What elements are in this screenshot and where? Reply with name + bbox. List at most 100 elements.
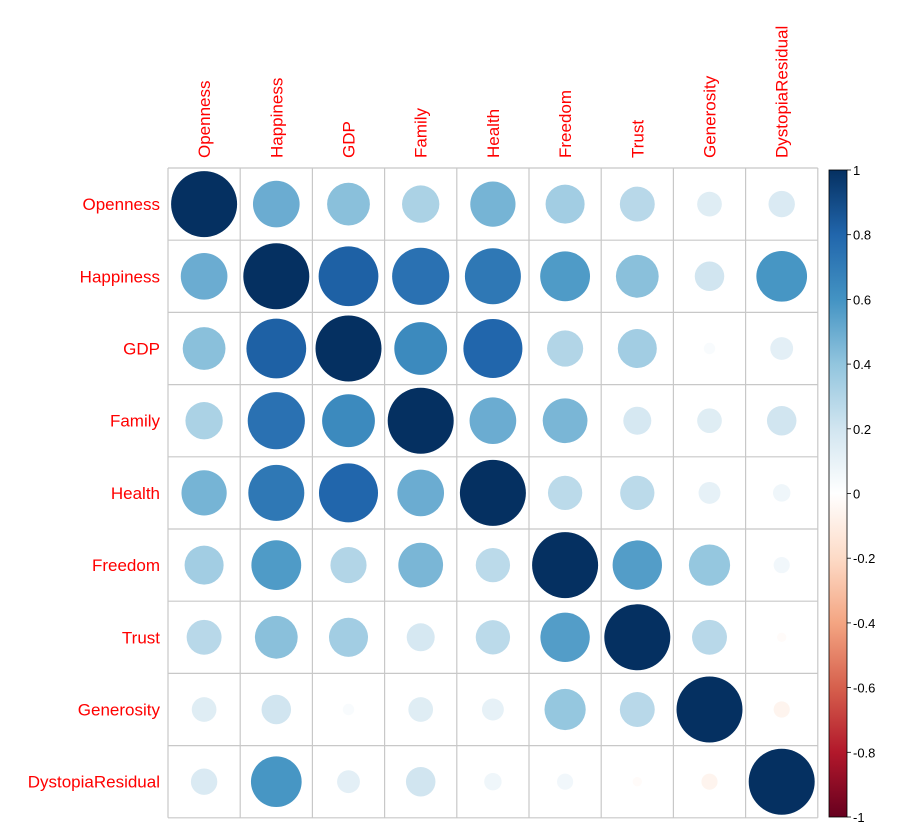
corr-circle-family-generosity <box>697 408 722 434</box>
corr-circle-gdp-trust <box>617 328 657 369</box>
corr-circle-health-generosity <box>698 481 721 504</box>
corr-circle-freedom-openness <box>184 545 224 585</box>
corr-circle-gdp-freedom <box>547 330 584 367</box>
corr-circle-health-happiness <box>248 464 305 521</box>
corr-circle-health-family <box>397 469 445 517</box>
corr-circle-family-dystopiaresidual <box>766 405 797 436</box>
corr-circle-gdp-happiness <box>246 318 307 379</box>
corr-circle-openness-dystopiaresidual <box>768 190 795 218</box>
color-scale-tick-label: 0.4 <box>853 357 871 372</box>
color-scale-tick-label: 0 <box>853 487 860 502</box>
column-label: Happiness <box>267 78 286 158</box>
corr-circle-freedom-happiness <box>251 540 302 591</box>
column-label: Openness <box>195 81 214 159</box>
corr-circle-openness-gdp <box>327 182 370 226</box>
corr-circle-generosity-gdp <box>342 703 355 716</box>
corr-circle-happiness-gdp <box>318 246 379 307</box>
corr-circle-freedom-health <box>475 547 511 583</box>
corr-circle-freedom-dystopiaresidual <box>773 557 790 574</box>
corr-circle-health-freedom <box>547 475 583 511</box>
corr-circle-gdp-dystopiaresidual <box>770 337 794 360</box>
corr-circle-generosity-happiness <box>261 694 292 725</box>
corr-circle-dystopiaresidual-dystopiaresidual <box>748 748 815 815</box>
corr-circle-trust-happiness <box>254 615 298 659</box>
corr-circle-openness-happiness <box>252 180 300 228</box>
color-scale-tick-label: 1 <box>853 163 860 178</box>
corr-circle-trust-gdp <box>328 617 369 657</box>
column-label: Generosity <box>701 75 720 158</box>
corr-circle-trust-family <box>406 623 435 652</box>
corr-circle-gdp-openness <box>182 327 226 370</box>
corr-circle-dystopiaresidual-family <box>405 766 436 797</box>
corr-circle-happiness-family <box>392 247 450 305</box>
column-label: Family <box>412 107 431 158</box>
row-label: Openness <box>83 195 161 214</box>
corr-circle-health-trust <box>620 475 655 511</box>
corr-circle-health-health <box>459 459 526 526</box>
corr-circle-freedom-freedom <box>532 532 599 599</box>
row-label: Generosity <box>78 701 161 720</box>
corr-circle-openness-openness <box>171 171 238 238</box>
row-label: Freedom <box>92 556 160 575</box>
column-label: Trust <box>628 120 647 158</box>
corr-circle-happiness-happiness <box>243 243 310 310</box>
corr-circle-generosity-dystopiaresidual <box>773 701 790 718</box>
corr-circle-family-freedom <box>542 398 588 444</box>
corr-circle-dystopiaresidual-health <box>484 772 502 791</box>
corr-circle-openness-health <box>470 181 516 227</box>
corr-circle-freedom-generosity <box>688 544 731 586</box>
corr-circle-openness-family <box>402 185 440 223</box>
corr-circle-dystopiaresidual-generosity <box>701 773 718 790</box>
corr-circle-dystopiaresidual-happiness <box>250 756 302 808</box>
corr-circle-happiness-trust <box>615 254 659 298</box>
corr-circle-family-family <box>387 387 454 454</box>
corr-circle-generosity-health <box>481 698 504 721</box>
corr-circle-health-gdp <box>318 463 379 523</box>
row-label: DystopiaResidual <box>28 773 160 792</box>
corr-circle-trust-openness <box>186 619 222 655</box>
row-label: Trust <box>122 628 160 647</box>
color-scale-tick-label: -0.6 <box>853 681 875 696</box>
color-scale-bar <box>828 169 848 818</box>
corr-circle-dystopiaresidual-openness <box>190 768 218 795</box>
column-label: Freedom <box>556 90 575 158</box>
corr-circle-happiness-dystopiaresidual <box>756 250 808 302</box>
row-label: Happiness <box>80 267 160 286</box>
corr-circle-freedom-family <box>398 542 444 588</box>
corr-circle-freedom-trust <box>612 540 662 590</box>
corr-circle-openness-freedom <box>545 184 585 224</box>
column-label: DystopiaResidual <box>773 26 792 158</box>
corr-circle-family-openness <box>185 402 223 440</box>
corr-circle-trust-generosity <box>692 619 727 655</box>
corr-circle-generosity-family <box>408 697 434 722</box>
corr-circle-health-dystopiaresidual <box>772 484 791 502</box>
color-scale-tick-label: -0.2 <box>853 551 875 566</box>
corr-circle-dystopiaresidual-trust <box>632 777 642 787</box>
corr-circle-trust-dystopiaresidual <box>777 632 787 642</box>
corr-circle-openness-generosity <box>697 191 722 217</box>
corr-circle-happiness-freedom <box>540 251 591 302</box>
corr-circle-trust-health <box>475 620 511 655</box>
color-scale-tick-label: 0.2 <box>853 422 871 437</box>
color-scale-tick-label: -0.4 <box>853 616 875 631</box>
corr-circle-freedom-gdp <box>330 547 367 584</box>
corr-circle-happiness-generosity <box>694 261 725 292</box>
color-scale-tick-label: -0.8 <box>853 745 875 760</box>
corr-circle-gdp-health <box>463 318 523 379</box>
corr-circle-dystopiaresidual-gdp <box>337 770 360 794</box>
column-label: GDP <box>340 121 359 158</box>
corr-circle-gdp-gdp <box>315 315 382 382</box>
corr-circle-family-trust <box>623 406 652 435</box>
corr-circle-generosity-freedom <box>544 688 586 731</box>
color-scale-tick-label: 0.6 <box>853 292 871 307</box>
corr-circle-family-gdp <box>322 394 375 448</box>
corr-circle-trust-freedom <box>540 612 590 662</box>
row-label: GDP <box>123 340 160 359</box>
color-scale-tick-label: 0.8 <box>853 228 871 243</box>
corr-circle-generosity-trust <box>619 692 655 727</box>
column-label: Health <box>484 109 503 158</box>
color-scale-tick-label: -1 <box>853 810 865 825</box>
corr-circle-generosity-openness <box>191 697 217 722</box>
